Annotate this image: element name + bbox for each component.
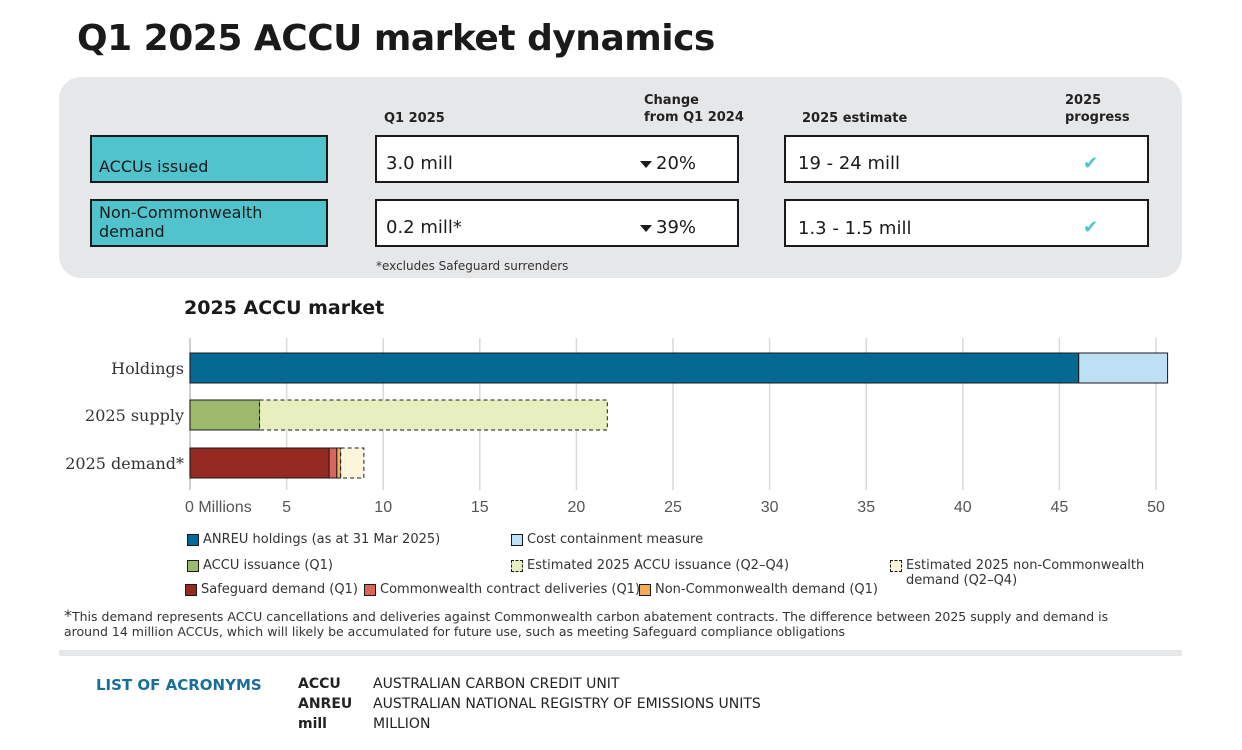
bar-segment xyxy=(259,399,608,431)
x-tick-label: 40 xyxy=(954,499,972,516)
check-icon: ✔ xyxy=(1083,153,1099,174)
header-q1: Q1 2025 xyxy=(384,111,445,126)
row-change: 39% xyxy=(640,217,696,238)
x-tick-label: 30 xyxy=(761,499,779,516)
acronym-value: AUSTRALIAN CARBON CREDIT UNIT xyxy=(373,676,620,692)
legend-item: Commonwealth contract deliveries (Q1) xyxy=(364,582,640,597)
x-tick-label: 0 Millions xyxy=(185,499,252,516)
row-q1-box xyxy=(375,135,739,183)
legend-item: Safeguard demand (Q1) xyxy=(185,582,358,597)
acronyms-heading: LIST OF ACRONYMS xyxy=(96,676,262,694)
row-change: 20% xyxy=(640,153,696,174)
x-tick-label: 5 xyxy=(282,499,291,516)
bar-segment xyxy=(336,447,342,479)
legend-swatch xyxy=(639,584,651,596)
acronym-value: AUSTRALIAN NATIONAL REGISTRY OF EMISSION… xyxy=(373,696,761,712)
row-q1-value: 0.2 mill* xyxy=(386,217,462,238)
x-tick-label: 20 xyxy=(568,499,586,516)
acronym-value: MILLION xyxy=(373,716,431,732)
header-change: Change from Q1 2024 xyxy=(644,93,744,125)
acronym-key: ACCU xyxy=(298,676,341,692)
bar-segment xyxy=(1078,352,1169,384)
x-tick-label: 45 xyxy=(1051,499,1069,516)
x-tick-label: 10 xyxy=(374,499,392,516)
legend-swatch xyxy=(511,560,523,572)
row-estimate: 19 - 24 mill xyxy=(798,153,901,174)
down-triangle-icon xyxy=(640,224,652,232)
legend-swatch xyxy=(364,584,376,596)
legend-swatch xyxy=(185,584,197,596)
x-tick-label: 15 xyxy=(471,499,489,516)
table-footnote: *excludes Safeguard surrenders xyxy=(376,259,569,273)
x-tick-label: 25 xyxy=(664,499,682,516)
page-title: Q1 2025 ACCU market dynamics xyxy=(77,18,715,59)
down-triangle-icon xyxy=(640,160,652,168)
acronym-key: ANREU xyxy=(298,696,353,712)
acronym-key: mill xyxy=(298,716,327,732)
row-q1-value: 3.0 mill xyxy=(386,153,453,174)
legend-swatch xyxy=(187,560,199,572)
category-label: Holdings xyxy=(111,359,184,378)
bar-segment xyxy=(340,447,365,479)
x-tick-label: 35 xyxy=(857,499,875,516)
row-label-noncw-demand: Non-Commonwealth demand xyxy=(90,199,328,247)
divider xyxy=(59,650,1182,656)
bar-segment xyxy=(189,352,1080,384)
header-progress: 2025 progress xyxy=(1065,93,1130,125)
legend-item: ACCU issuance (Q1) xyxy=(187,558,333,573)
bar-segment xyxy=(189,399,261,431)
legend-item: ANREU holdings (as at 31 Mar 2025) xyxy=(187,532,440,547)
bar-segment xyxy=(328,447,338,479)
legend-swatch xyxy=(511,534,523,546)
row-estimate-box xyxy=(784,135,1149,183)
legend-swatch xyxy=(187,534,199,546)
bar-chart: Holdings 2025 supply 2025 demand* 0 Million… xyxy=(65,338,1169,516)
row-estimate-box xyxy=(784,199,1149,247)
row-q1-box xyxy=(375,199,739,247)
row-label-accus-issued: ACCUs issued xyxy=(90,135,328,183)
legend-item: Non-Commonwealth demand (Q1) xyxy=(639,582,878,597)
check-icon: ✔ xyxy=(1083,217,1099,238)
legend-item: Estimated 2025 ACCU issuance (Q2–Q4) xyxy=(511,558,789,573)
legend-swatch xyxy=(890,560,902,572)
legend-item: Estimated 2025 non-Commonwealth demand (… xyxy=(890,558,1146,588)
row-estimate: 1.3 - 1.5 mill xyxy=(798,218,912,239)
category-label: 2025 demand* xyxy=(65,454,184,473)
legend-item: Cost containment measure xyxy=(511,532,703,547)
x-tick-label: 50 xyxy=(1147,499,1165,516)
chart-note: *This demand represents ACCU cancellatio… xyxy=(64,606,1109,640)
chart-title: 2025 ACCU market xyxy=(184,297,385,319)
header-estimate: 2025 estimate xyxy=(802,111,908,126)
category-label: 2025 supply xyxy=(85,406,184,425)
bar-segment xyxy=(189,447,330,479)
